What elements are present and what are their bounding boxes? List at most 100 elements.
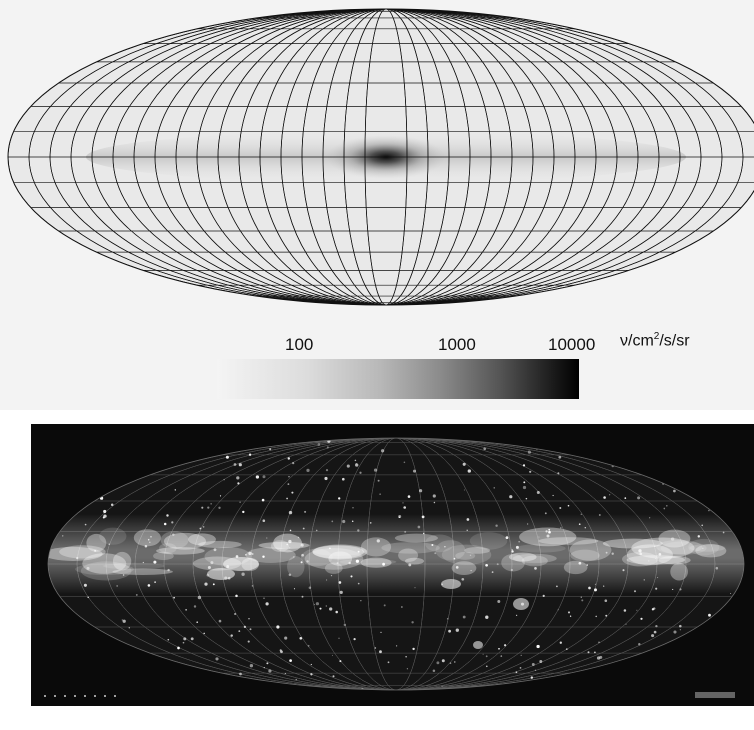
star [533,702,536,705]
star [261,498,265,502]
star [147,584,151,587]
milky-way-cloud [689,544,726,552]
star [494,685,498,688]
star [255,475,260,479]
star [605,551,608,554]
star [556,585,558,588]
star [263,666,265,669]
star [39,579,42,582]
star [360,600,362,602]
star [325,469,329,472]
star [602,689,605,690]
star [654,545,656,548]
star [62,448,66,452]
colorbar-tick-10000: 10000 [548,335,596,354]
star [515,614,518,617]
star [627,697,629,699]
star [405,656,407,658]
milky-way-cloud [602,538,663,549]
star [173,596,175,599]
star [329,547,331,550]
star [153,682,156,685]
milky-way-clouds [48,527,727,649]
star [544,512,547,515]
star [286,497,288,500]
star [201,506,204,509]
star [548,530,551,534]
star [75,702,78,705]
star [339,590,343,595]
star [111,667,114,670]
star [402,502,404,504]
star [373,468,378,472]
star [624,497,627,499]
star [605,614,608,617]
star [708,509,710,512]
star [530,676,534,679]
star [575,703,578,706]
star [326,579,328,581]
star [545,530,548,533]
star [352,507,354,509]
star [467,469,471,473]
star [470,689,473,690]
star [645,659,649,663]
star [111,674,115,677]
star [542,594,545,597]
bright-nebula [473,641,483,649]
star [529,470,532,473]
star [715,687,719,690]
star [711,630,714,632]
star [357,582,360,585]
star [717,678,721,682]
milky-way-cloud [451,561,477,575]
star [83,583,87,587]
milky-way-cloud [300,548,333,567]
star [651,634,655,638]
star [43,673,46,676]
star [211,442,214,444]
milky-way-cloud [441,544,492,565]
star [728,666,732,670]
milky-way-cloud [160,531,189,549]
star [449,662,452,664]
star [453,557,456,560]
star [383,604,386,607]
star [288,510,293,515]
star [116,585,118,587]
star [727,604,729,606]
milky-way-cloud [304,548,364,570]
star [519,667,522,669]
milky-way-band [48,514,744,594]
star [312,426,315,429]
star [448,629,451,633]
star [643,693,645,695]
star [94,633,97,636]
star [740,699,742,701]
star [462,462,466,466]
star [581,599,584,602]
star [203,526,205,528]
star [621,444,624,448]
star [606,677,610,681]
star [723,659,725,661]
star [470,570,472,572]
milky-way-cloud [521,555,548,567]
star [108,543,110,545]
star [355,463,359,467]
star [38,463,41,466]
star [142,561,144,564]
milky-way-cloud [245,547,296,563]
star [44,595,47,598]
star [325,605,327,607]
star [268,669,272,673]
star [543,680,546,682]
star [319,607,322,610]
star [462,615,466,619]
milky-way-cloud [627,544,673,566]
star [677,684,681,688]
star [297,536,300,539]
star [311,426,313,428]
star [218,506,221,509]
star [48,682,49,684]
